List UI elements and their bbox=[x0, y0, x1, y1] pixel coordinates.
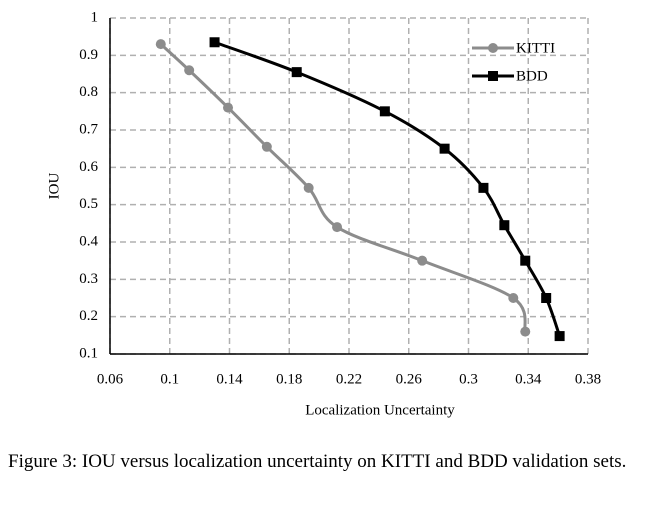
series-line bbox=[214, 40, 562, 337]
series-line bbox=[159, 43, 527, 333]
marker bbox=[508, 293, 519, 303]
caption: Figure 3: IOU versus localization uncert… bbox=[8, 451, 627, 472]
legend-marker bbox=[488, 71, 498, 81]
marker bbox=[439, 143, 450, 154]
y-tick-label: 0.1 bbox=[79, 345, 98, 361]
marker bbox=[184, 65, 195, 76]
y-tick-label: 0.7 bbox=[79, 121, 98, 137]
y-axis-label: IOU bbox=[46, 173, 62, 200]
y-tick-label: 1 bbox=[91, 9, 99, 25]
y-tick-label: 0.5 bbox=[79, 196, 98, 212]
marker bbox=[554, 331, 565, 342]
x-tick-label: 0.18 bbox=[276, 371, 302, 387]
x-axis-label: Localization Uncertainty bbox=[305, 402, 455, 418]
marker bbox=[541, 293, 552, 303]
x-tick-label: 0.38 bbox=[575, 371, 601, 387]
y-tick-label: 0.6 bbox=[79, 159, 98, 175]
y-tick-label: 0.3 bbox=[79, 271, 98, 287]
x-tick-label: 0.06 bbox=[97, 371, 124, 387]
marker bbox=[499, 220, 510, 231]
marker bbox=[379, 106, 390, 117]
x-tick-label: 0.34 bbox=[515, 371, 542, 387]
marker bbox=[520, 326, 531, 337]
legend-marker bbox=[488, 43, 498, 53]
y-tick-label: 0.8 bbox=[79, 84, 98, 100]
x-tick-label: 0.22 bbox=[336, 371, 362, 387]
marker bbox=[261, 141, 272, 152]
legend-label: KITTI bbox=[516, 40, 555, 56]
marker bbox=[291, 67, 302, 78]
x-tick-label: 0.3 bbox=[459, 371, 478, 387]
legend-label: BDD bbox=[516, 68, 548, 84]
marker bbox=[478, 182, 489, 193]
y-tick-label: 0.2 bbox=[79, 308, 98, 324]
x-tick-label: 0.1 bbox=[160, 371, 179, 387]
marker bbox=[209, 37, 220, 48]
y-tick-label: 0.9 bbox=[79, 47, 98, 63]
marker bbox=[223, 102, 234, 113]
marker bbox=[303, 182, 314, 193]
marker bbox=[520, 255, 531, 266]
y-tick-label: 0.4 bbox=[79, 233, 98, 249]
chart: Localization Uncertainty IOU 0.1 0.2 0.3 0.… bbox=[46, 9, 601, 418]
marker bbox=[155, 39, 166, 50]
marker bbox=[332, 222, 343, 233]
marker bbox=[417, 255, 428, 266]
x-tick-label: 0.26 bbox=[396, 371, 423, 387]
x-tick-label: 0.14 bbox=[216, 371, 243, 387]
